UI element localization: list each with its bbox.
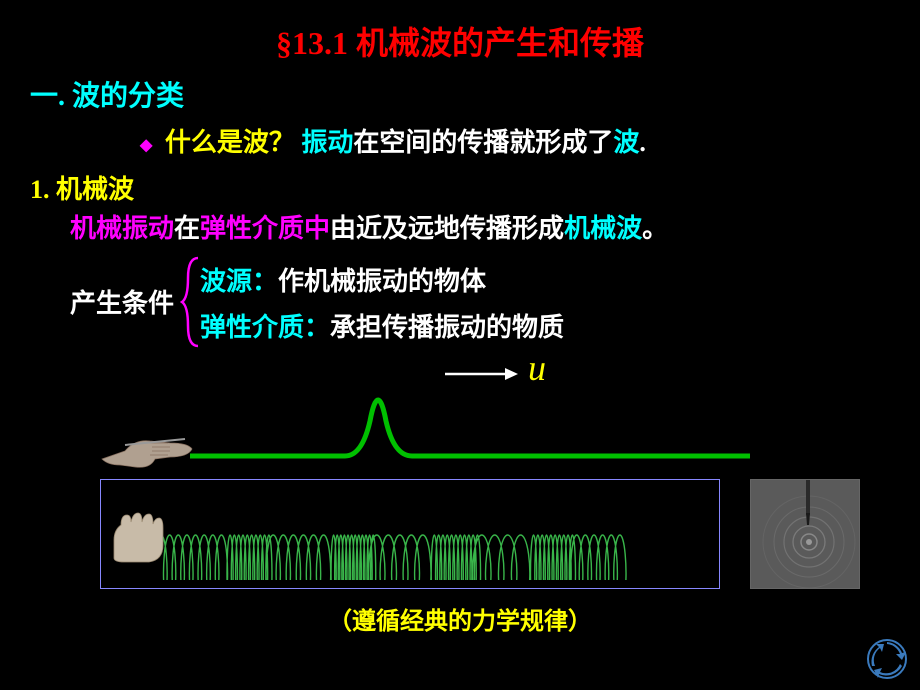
spring-wave <box>161 490 716 580</box>
def-f: 。 <box>642 214 668 243</box>
pulse-wave <box>190 371 750 471</box>
question-row: ◆ 什么是波？ 振动在空间的传播就形成了波. <box>0 114 920 159</box>
ripple-image <box>750 479 860 589</box>
spring-row <box>0 479 920 599</box>
def-a: 机械振动 <box>70 214 174 243</box>
def-b: 在 <box>174 214 200 243</box>
cond2-b: 承担传播振动的物质 <box>330 313 564 342</box>
recycle-icon <box>866 638 908 680</box>
def-c: 弹性介质中 <box>200 214 330 243</box>
hand-open-icon <box>109 510 169 565</box>
pulse-diagram <box>0 399 920 479</box>
definition-row: 机械振动在弹性介质中由近及远地传播形成机械波。 <box>0 206 920 245</box>
sub-heading-1: 1. 机械波 <box>0 159 920 206</box>
cond1-a: 波源： <box>200 267 278 296</box>
ans-part-d: . <box>639 128 646 157</box>
footer-note: （遵循经典的力学规律） <box>0 599 920 636</box>
ans-part-b: 在空间的传播就形成了 <box>353 128 613 157</box>
diamond-bullet-icon: ◆ <box>140 137 158 154</box>
ans-part-c: 波 <box>613 128 639 157</box>
cond2-a: 弹性介质： <box>200 313 330 342</box>
spring-box <box>100 479 720 589</box>
def-e: 机械波 <box>564 214 642 243</box>
condition-lines: 波源：作机械振动的物体 弹性介质：承担传播振动的物质 <box>200 259 564 351</box>
ans-part-a: 振动 <box>301 128 353 157</box>
condition-block: 产生条件 波源：作机械振动的物体 弹性介质：承担传播振动的物质 <box>0 259 920 349</box>
section-title: §13.1 机械波的产生和传播 <box>0 0 920 64</box>
category-heading: 一. 波的分类 <box>0 64 920 114</box>
condition-label: 产生条件 <box>70 283 174 320</box>
def-d: 由近及远地传播形成 <box>330 214 564 243</box>
brace-icon <box>180 254 200 350</box>
cond1-b: 作机械振动的物体 <box>278 267 486 296</box>
hand-icon <box>100 429 195 474</box>
question-label: 什么是波？ <box>165 128 295 157</box>
